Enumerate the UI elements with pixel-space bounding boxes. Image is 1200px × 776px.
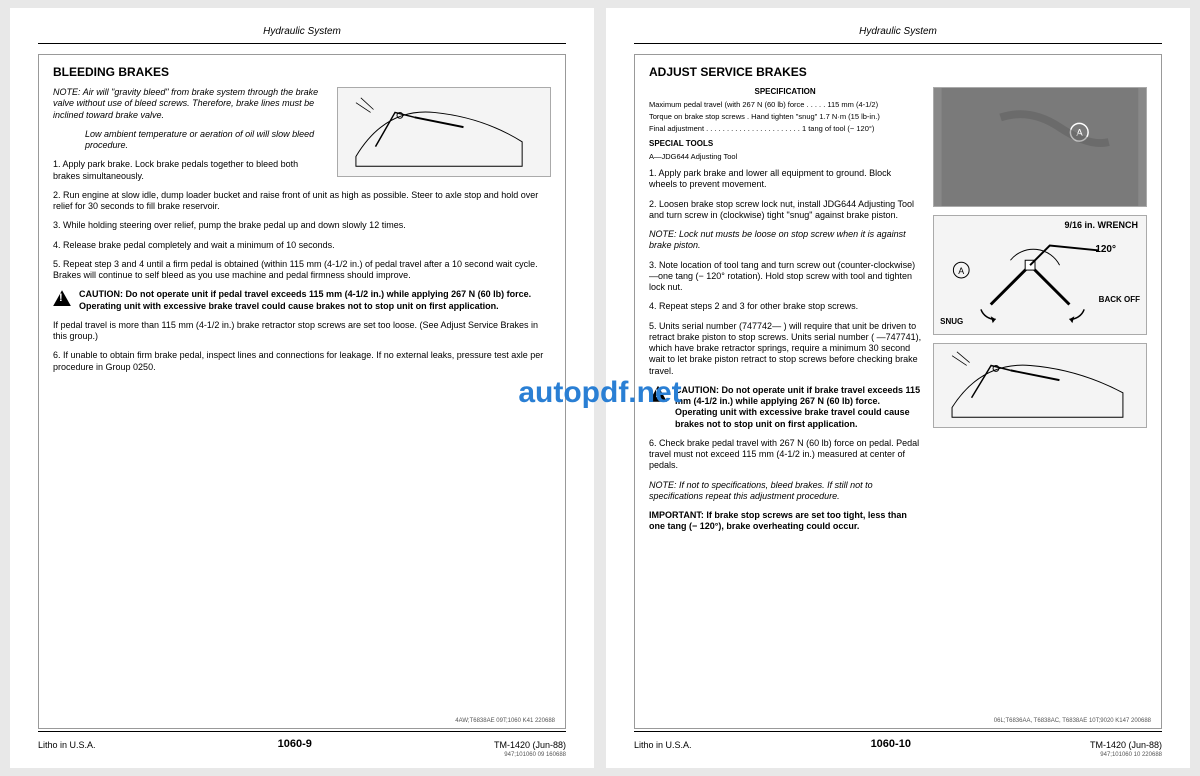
text-column: SPECIFICATION Maximum pedal travel (with… bbox=[649, 87, 921, 541]
fig-label-120: 120° bbox=[1095, 244, 1116, 255]
tiny-code-top: 4AW;T6838AE 09T;1060 K41 220688 bbox=[455, 718, 555, 724]
header-rule bbox=[634, 43, 1162, 44]
footer-left: Litho in U.S.A. bbox=[634, 740, 692, 750]
step-5: 5. Repeat step 3 and 4 until a firm peda… bbox=[53, 259, 551, 282]
spec-line-3: Final adjustment . . . . . . . . . . . .… bbox=[649, 124, 921, 134]
section-title: BLEEDING BRAKES bbox=[53, 65, 551, 79]
note-1: NOTE: Lock nut musts be loose on stop sc… bbox=[649, 229, 921, 252]
note-label: NOTE: bbox=[649, 229, 677, 239]
important-block: IMPORTANT: If brake stop screws are set … bbox=[649, 510, 921, 533]
note-text: If not to specifications, bleed brakes. … bbox=[649, 480, 873, 501]
caution-block: CAUTION: Do not operate unit if brake tr… bbox=[649, 385, 921, 430]
page-body: ADJUST SERVICE BRAKES SPECIFICATION Maxi… bbox=[634, 54, 1162, 729]
step-5: 5. Units serial number (747742— ) will r… bbox=[649, 321, 921, 377]
note-text: Lock nut musts be loose on stop screw wh… bbox=[649, 229, 906, 250]
spec-heading: SPECIFICATION bbox=[649, 87, 921, 96]
figure-pedal-2 bbox=[933, 343, 1147, 428]
fig-label-snug: SNUG bbox=[940, 317, 963, 326]
caution-icon bbox=[649, 386, 667, 402]
caution-icon bbox=[53, 290, 71, 306]
note-2: Low ambient temperature or aeration of o… bbox=[53, 129, 325, 152]
figure-wrench-diagram: 9/16 in. WRENCH 120° SNUG BACK OFF A bbox=[933, 215, 1147, 335]
text-column: NOTE: Air will "gravity bleed" from brak… bbox=[53, 87, 325, 190]
step-6: 6. If unable to obtain firm brake pedal,… bbox=[53, 350, 551, 373]
section-title: ADJUST SERVICE BRAKES bbox=[649, 65, 1147, 79]
page-header: Hydraulic System bbox=[38, 26, 566, 37]
tiny-code-top: 06L;T6836AA, T6838AC, T6838AE 10T;9020 K… bbox=[994, 718, 1151, 724]
step-6: 6. Check brake pedal travel with 267 N (… bbox=[649, 438, 921, 472]
note-1: NOTE: Air will "gravity bleed" from brak… bbox=[53, 87, 325, 121]
page-right: Hydraulic System ADJUST SERVICE BRAKES S… bbox=[606, 8, 1190, 768]
caution-block: CAUTION: Do not operate unit if pedal tr… bbox=[53, 289, 551, 312]
step-4: 4. Release brake pedal completely and wa… bbox=[53, 240, 551, 251]
top-columns: NOTE: Air will "gravity bleed" from brak… bbox=[53, 87, 551, 190]
note-label: NOTE: bbox=[53, 87, 81, 97]
step-2: 2. Run engine at slow idle, dump loader … bbox=[53, 190, 551, 213]
tool-a: A—JDG644 Adjusting Tool bbox=[649, 152, 921, 162]
figure-pedal bbox=[337, 87, 551, 177]
spec-line-2: Torque on brake stop screws . Hand tight… bbox=[649, 112, 921, 122]
caution-text: CAUTION: Do not operate unit if pedal tr… bbox=[79, 289, 551, 312]
page-header: Hydraulic System bbox=[634, 26, 1162, 37]
top-columns: SPECIFICATION Maximum pedal travel (with… bbox=[649, 87, 1147, 541]
page-footer: Litho in U.S.A. 1060-9 TM-1420 (Jun-88) bbox=[38, 738, 566, 750]
note-text: Air will "gravity bleed" from brake syst… bbox=[53, 87, 318, 120]
tiny-code-bottom: 947;101060 10 220688 bbox=[634, 752, 1162, 758]
fig-label-backoff: BACK OFF bbox=[1099, 295, 1140, 304]
footer-right: TM-1420 (Jun-88) bbox=[1090, 740, 1162, 750]
figure-photo: A bbox=[933, 87, 1147, 207]
page-footer: Litho in U.S.A. 1060-10 TM-1420 (Jun-88) bbox=[634, 738, 1162, 750]
note-label: NOTE: bbox=[649, 480, 677, 490]
footer-page-num: 1060-9 bbox=[278, 738, 312, 750]
important-label: IMPORTANT: bbox=[649, 510, 704, 520]
spec-line-1: Maximum pedal travel (with 267 N (60 lb)… bbox=[649, 100, 921, 110]
step-1: 1. Apply park brake. Lock brake pedals t… bbox=[53, 159, 325, 182]
fig-label-wrench: 9/16 in. WRENCH bbox=[1064, 220, 1138, 230]
footer-right: TM-1420 (Jun-88) bbox=[494, 740, 566, 750]
para-after-caution: If pedal travel is more than 115 mm (4-1… bbox=[53, 320, 551, 343]
footer-left: Litho in U.S.A. bbox=[38, 740, 96, 750]
caution-text: CAUTION: Do not operate unit if brake tr… bbox=[675, 385, 921, 430]
special-tools-heading: SPECIAL TOOLS bbox=[649, 139, 921, 148]
page-body: BLEEDING BRAKES NOTE: Air will "gravity … bbox=[38, 54, 566, 729]
tiny-code-bottom: 947;101060 09 160688 bbox=[38, 752, 566, 758]
footer-rule bbox=[634, 731, 1162, 732]
step-3: 3. Note location of tool tang and turn s… bbox=[649, 260, 921, 294]
figure-column bbox=[337, 87, 551, 190]
footer-rule bbox=[38, 731, 566, 732]
figure-column: A 9/16 in. WRENCH 120° SNUG BACK OFF A bbox=[933, 87, 1147, 541]
step-1: 1. Apply park brake and lower all equipm… bbox=[649, 168, 921, 191]
note-2: NOTE: If not to specifications, bleed br… bbox=[649, 480, 921, 503]
page-left: Hydraulic System BLEEDING BRAKES NOTE: A… bbox=[10, 8, 594, 768]
svg-text:A: A bbox=[958, 266, 964, 276]
step-2: 2. Loosen brake stop screw lock nut, ins… bbox=[649, 199, 921, 222]
header-rule bbox=[38, 43, 566, 44]
footer-page-num: 1060-10 bbox=[871, 738, 911, 750]
step-4: 4. Repeat steps 2 and 3 for other brake … bbox=[649, 301, 921, 312]
step-3: 3. While holding steering over relief, p… bbox=[53, 220, 551, 231]
